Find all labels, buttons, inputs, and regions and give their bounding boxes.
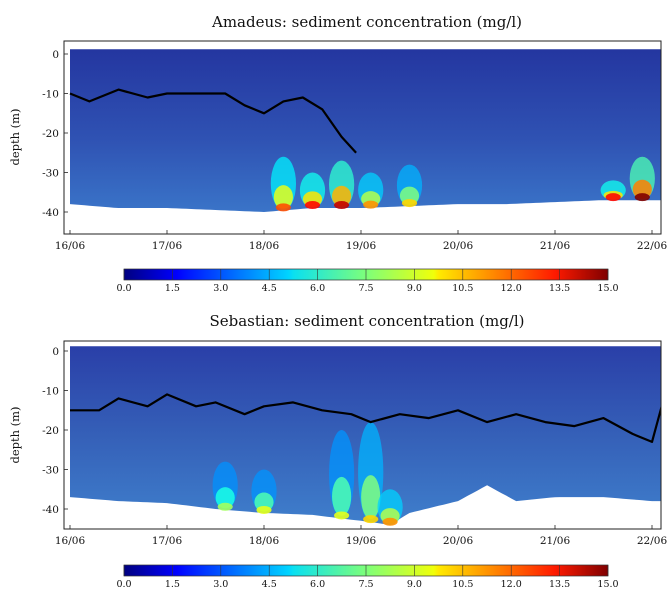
panel-sebastian: Sebastian: sediment concentration (mg/l)… — [8, 312, 667, 590]
plume-core — [332, 185, 352, 207]
y-tick-label: -30 — [42, 465, 59, 477]
x-tick-label: 20/06 — [443, 240, 474, 252]
colorbar-tick-label: 15.0 — [597, 283, 618, 294]
y-tick-label: -20 — [42, 425, 59, 437]
y-tick-label: -30 — [42, 168, 59, 180]
plume-core — [332, 476, 352, 516]
plume-peak — [304, 201, 321, 210]
plume-core — [215, 487, 235, 509]
colorbar-tick-label: 1.5 — [165, 579, 180, 590]
x-tick-label: 21/06 — [540, 240, 571, 252]
heatmap-area — [70, 346, 661, 526]
plume-core — [273, 185, 293, 209]
plot-frame — [63, 40, 662, 235]
colorbar-tick-label: 13.5 — [549, 579, 570, 590]
y-axis-label: depth (m) — [8, 108, 22, 165]
colorbar-tick-label: 3.0 — [213, 579, 228, 590]
plume-peak — [634, 193, 650, 202]
x-tick-label: 17/06 — [152, 240, 183, 252]
colorbar-tick-label: 4.5 — [262, 283, 277, 294]
x-tick-label: 17/06 — [152, 535, 183, 547]
panel-amadeus: Amadeus: sediment concentration (mg/l) 0… — [8, 13, 667, 294]
y-axis-label: depth (m) — [8, 406, 22, 463]
plume-core — [361, 475, 381, 520]
x-tick-label: 22/06 — [637, 535, 667, 547]
colorbar-tick-label: 12.0 — [501, 579, 522, 590]
plot-frame — [63, 340, 662, 530]
colorbar-tick-label: 6.0 — [310, 283, 325, 294]
x-axis: 16/06 17/06 18/06 19/06 20/06 21/06 22/06 — [55, 525, 667, 547]
x-tick-label: 20/06 — [443, 535, 474, 547]
colorbar-tick-label: 4.5 — [262, 579, 277, 590]
line-series-layer — [70, 393, 661, 443]
line-series — [69, 88, 357, 154]
colorbar-tick-label: 1.5 — [165, 283, 180, 294]
y-axis: 0 -10 -20 -30 -40 — [42, 346, 68, 516]
y-tick-label: 0 — [52, 346, 59, 358]
y-tick-label: -10 — [42, 386, 59, 398]
plume-peak — [217, 502, 233, 511]
panel-title: Amadeus: sediment concentration (mg/l) — [211, 13, 522, 31]
water-column — [70, 49, 661, 212]
colorbar-tick-label: 9.0 — [407, 283, 422, 294]
heatmap-area — [70, 49, 661, 212]
plume-peak — [275, 203, 291, 212]
x-tick-label: 16/06 — [55, 535, 86, 547]
colorbar-tick-label: 10.5 — [452, 579, 473, 590]
x-tick-label: 18/06 — [249, 535, 280, 547]
colorbar-tick-label: 9.0 — [407, 579, 422, 590]
colorbar-tick-label: 13.5 — [549, 283, 570, 294]
line-series — [70, 393, 661, 443]
plume-peak — [363, 515, 379, 524]
y-tick-label: -20 — [42, 128, 59, 140]
colorbar: 0.0 1.5 3.0 4.5 6.0 7.5 9.0 10.5 12.0 13.5 15.0 — [116, 268, 619, 294]
plume-peak — [401, 199, 418, 208]
colorbar-tick-label: 0.0 — [116, 283, 131, 294]
x-tick-label: 19/06 — [346, 240, 377, 252]
colorbar-tick-label: 3.0 — [213, 283, 228, 294]
y-tick-label: -40 — [42, 207, 59, 219]
colorbar-tick-label: 7.5 — [358, 579, 373, 590]
line-series-layer — [69, 88, 357, 154]
plume-peak — [605, 193, 621, 202]
y-axis: 0 -10 -20 -30 -40 — [42, 49, 68, 219]
colorbar: 0.0 1.5 3.0 4.5 6.0 7.5 9.0 10.5 12.0 13.5 15.0 — [116, 564, 619, 590]
x-axis: 16/06 17/06 18/06 19/06 20/06 21/06 22/06 — [55, 230, 667, 252]
colorbar-tick-label: 0.0 — [116, 579, 131, 590]
colorbar-tick-label: 7.5 — [358, 283, 373, 294]
y-tick-label: -40 — [42, 504, 59, 516]
x-tick-label: 16/06 — [55, 240, 86, 252]
x-tick-label: 22/06 — [637, 240, 667, 252]
colorbar-tick-label: 12.0 — [501, 283, 522, 294]
plume-peak — [256, 505, 272, 514]
colorbar-tick-label: 15.0 — [597, 579, 618, 590]
plume-peak — [363, 200, 379, 209]
plume-peak — [334, 201, 350, 210]
colorbar-tick-label: 10.5 — [452, 283, 473, 294]
x-tick-label: 21/06 — [540, 535, 571, 547]
plume-peak — [334, 511, 350, 520]
x-tick-label: 19/06 — [346, 535, 377, 547]
y-tick-label: -10 — [42, 89, 59, 101]
colorbar-tick-label: 6.0 — [310, 579, 325, 590]
y-tick-label: 0 — [52, 49, 59, 61]
panel-title: Sebastian: sediment concentration (mg/l) — [209, 312, 524, 330]
x-tick-label: 18/06 — [249, 240, 280, 252]
plume-peak — [382, 517, 398, 526]
